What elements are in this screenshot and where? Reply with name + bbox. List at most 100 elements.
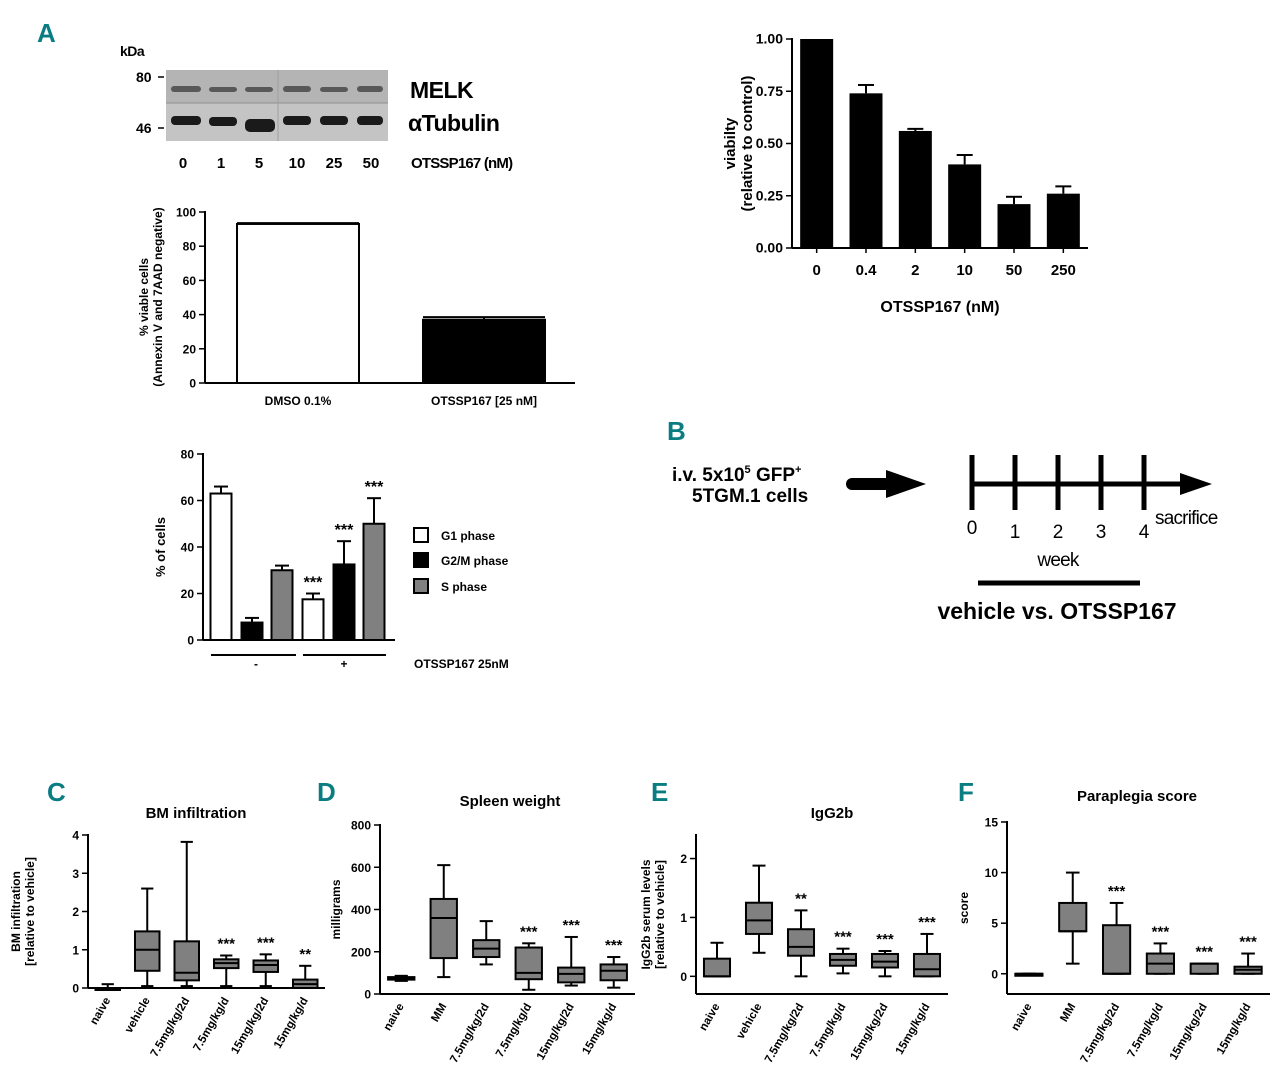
y-tick-label: 40 (183, 308, 197, 322)
injection-cells: 5TGM.1 cells (692, 486, 808, 507)
y-tick-label: 10 (985, 866, 999, 880)
box (252, 959, 279, 973)
annexin-chart: 0 20 40 60 80 100 DMSO 0.1% OTSSP167 [25 nM] % v… (137, 206, 575, 408)
y-axis-label: score (957, 892, 971, 924)
week-label: 3 (1096, 522, 1107, 543)
cell-cycle-chart: 0 20 40 60 80 *** *** *** - + OTSSP167 25nM % of ce… (153, 448, 509, 672)
significance-marker: *** (520, 923, 538, 940)
y-tick-label: 4 (72, 829, 79, 843)
spleen-weight-chart: 0 200 400 600 800 naive MM7.5mg/kg/2d *** 7.5mg/… (329, 793, 635, 1065)
x-tick-label: 15mg/kg/d (581, 1002, 620, 1057)
bar (362, 522, 386, 641)
y-axis-label: BM infiltration (9, 871, 23, 952)
treatment-label: vehicle vs. OTSSP167 (937, 598, 1176, 624)
y-axis-label: % of cells (153, 517, 168, 577)
bar (332, 563, 356, 641)
x-tick-label: 15mg/kg/2d (849, 1002, 891, 1063)
x-tick-label: 7.5mg/kg/2d (1079, 1002, 1123, 1066)
x-tick-label: 15mg/kg/2d (229, 996, 271, 1057)
y-tick-label: 800 (351, 819, 371, 833)
x-tick-label: 7.5mg/kg/d (808, 1002, 848, 1060)
group-axis-label: OTSSP167 25nM (414, 657, 509, 671)
x-tick-label: 7.5mg/kg/2d (763, 1002, 807, 1066)
marker-80: 80 (136, 69, 152, 85)
bar (209, 492, 233, 641)
y-tick-label: 60 (183, 274, 197, 288)
y-axis-label-secondary: (relative to control) (739, 76, 756, 212)
significance-marker: *** (1152, 923, 1170, 940)
box (912, 952, 942, 978)
bar (849, 93, 883, 248)
box (173, 940, 200, 982)
box (1058, 901, 1088, 933)
significance-marker: *** (257, 934, 275, 951)
cell-cycle-legend: G1 phase G2/M phase S phase (413, 527, 509, 594)
x-tick-label: 50 (1006, 262, 1023, 279)
x-tick-label: 15mg/kg/d (894, 1002, 933, 1057)
bar (422, 318, 546, 385)
panel-letter-f: F (958, 777, 974, 807)
y-axis-label: milligrams (329, 879, 343, 939)
y-tick-label: 3 (72, 867, 79, 881)
y-tick-label: 600 (351, 861, 371, 875)
x-tick-label: 10 (956, 262, 973, 279)
significance-marker: *** (605, 937, 623, 954)
week-axis-label: week (1036, 550, 1079, 571)
significance-marker: *** (304, 575, 323, 592)
significance-marker: *** (918, 914, 936, 931)
experiment-timeline: i.v. 5x105 GFP+ 5TGM.1 cells 0 1 2 3 4 s… (672, 455, 1219, 624)
legend-label-g1: G1 phase (441, 529, 495, 543)
bar (240, 621, 264, 641)
group-label: + (340, 657, 347, 671)
x-tick-label: vehicle (123, 996, 153, 1036)
x-tick-label: MM (1058, 1002, 1078, 1025)
box (514, 946, 543, 981)
x-tick-label: naive (1009, 1002, 1034, 1033)
legend-swatch-g1 (413, 527, 429, 543)
y-tick-label: 0 (991, 967, 998, 981)
x-tick-label: 7.5mg/kg/d (494, 1002, 534, 1060)
y-tick-label: 80 (181, 448, 195, 462)
y-tick-label: 20 (181, 587, 195, 601)
x-tick-label: naive (382, 1002, 407, 1033)
sacrifice-label: sacrifice (1155, 508, 1218, 529)
significance-marker: *** (335, 522, 354, 539)
x-tick-label: 0 (812, 262, 820, 279)
x-tick-label: 7.5mg/kg/d (191, 996, 231, 1054)
chart-title: Spleen weight (460, 793, 561, 810)
significance-marker: *** (562, 917, 580, 934)
y-tick-label: 2 (680, 852, 687, 866)
bar (997, 204, 1031, 248)
y-tick-label: 1 (72, 943, 79, 957)
panel-letter-a: A (37, 18, 56, 48)
bar (948, 164, 982, 248)
x-tick-label: naive (88, 996, 113, 1027)
panel-letter-d: D (317, 777, 336, 807)
week-label: 2 (1053, 522, 1064, 543)
significance-marker: *** (876, 931, 894, 948)
lane-label: 10 (289, 155, 306, 172)
significance-marker: *** (1239, 934, 1257, 951)
bar (270, 569, 294, 641)
y-axis-label: viabilty (722, 117, 739, 169)
significance-marker: *** (365, 479, 384, 496)
bar (1046, 193, 1080, 248)
y-tick-label: 1 (680, 911, 687, 925)
lane-label: 1 (217, 155, 225, 172)
significance-marker: *** (1195, 944, 1213, 961)
x-tick-label: 15mg/kg/d (272, 996, 311, 1051)
lane-label: 25 (326, 155, 343, 172)
legend-label-s: S phase (441, 580, 487, 594)
bar (236, 222, 360, 384)
x-tick-label: MM (429, 1002, 449, 1025)
panel-letter-c: C (47, 777, 66, 807)
chart-title: BM infiltration (146, 805, 247, 822)
x-tick-label: vehicle (735, 1002, 765, 1042)
box (1189, 962, 1219, 975)
x-axis-label: OTSSP167 (nM) (880, 299, 999, 316)
y-tick-label: 0 (189, 377, 196, 391)
bar (301, 598, 325, 641)
chart-title: IgG2b (811, 805, 854, 822)
box (134, 930, 161, 972)
